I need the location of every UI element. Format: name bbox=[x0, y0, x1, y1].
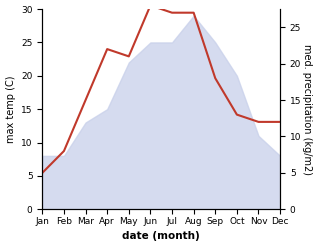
Y-axis label: max temp (C): max temp (C) bbox=[5, 75, 16, 143]
X-axis label: date (month): date (month) bbox=[122, 231, 200, 242]
Y-axis label: med. precipitation (kg/m2): med. precipitation (kg/m2) bbox=[302, 44, 313, 175]
